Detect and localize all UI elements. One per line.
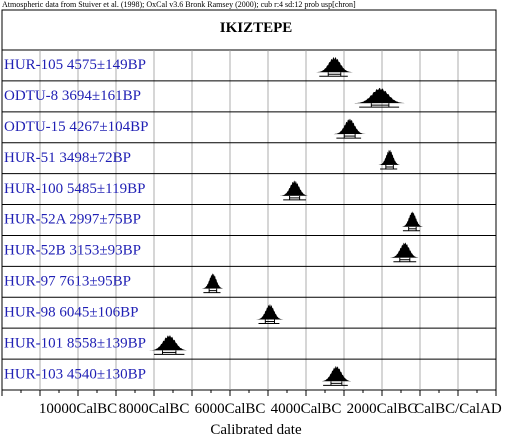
sample-label: HUR-98 6045±106BP: [4, 304, 139, 320]
probability-distribution: [390, 242, 420, 258]
probability-distribution: [401, 211, 424, 227]
probability-distribution: [378, 149, 401, 165]
probability-distribution: [280, 180, 310, 196]
sample-label: ODTU-8 3694±161BP: [4, 88, 141, 104]
x-axis: 10000CalBC 8000CalBC 6000CalBC 4000CalBC 200…: [1, 390, 502, 417]
header-note: Atmospheric data from Stuiver et al. (19…: [2, 0, 356, 9]
probability-distribution: [354, 87, 406, 104]
x-axis-label: Calibrated date: [210, 422, 302, 438]
chart-title: IKIZTEPE: [220, 20, 293, 36]
x-tick-label: 10000CalBC: [39, 401, 117, 417]
sample-label: HUR-52B 3153±93BP: [4, 243, 141, 259]
x-tick-label: 8000CalBC: [119, 401, 190, 417]
sample-label: ODTU-15 4267±104BP: [4, 119, 149, 135]
sample-label: HUR-101 8558±139BP: [4, 335, 146, 351]
probability-distribution: [316, 57, 353, 73]
sample-label: HUR-103 4540±130BP: [4, 366, 146, 382]
probability-distribution: [333, 118, 366, 135]
probability-distribution: [320, 366, 353, 382]
x-tick-label: 4000CalBC: [271, 401, 342, 417]
x-tick-label: 6000CalBC: [195, 401, 266, 417]
x-tick-label: 2000CalBC: [347, 401, 418, 417]
probability-distribution: [202, 273, 224, 289]
sample-label: HUR-100 5485±119BP: [4, 181, 145, 197]
sample-label: HUR-105 4575±149BP: [4, 57, 146, 73]
x-tick-label: CalBC/CalAD: [414, 401, 502, 417]
sample-rows: HUR-105 4575±149BP ODTU-8 3694±161BP ODTU-…: [2, 57, 496, 386]
grid-lines: [39, 50, 459, 390]
probability-distribution: [256, 304, 284, 320]
sample-label: HUR-97 7613±95BP: [4, 274, 131, 290]
sample-label: HUR-51 3498±72BP: [4, 150, 131, 166]
title-box: [1, 9, 497, 51]
sample-label: HUR-52A 2997±75BP: [4, 212, 141, 228]
probability-distribution: [149, 335, 189, 351]
